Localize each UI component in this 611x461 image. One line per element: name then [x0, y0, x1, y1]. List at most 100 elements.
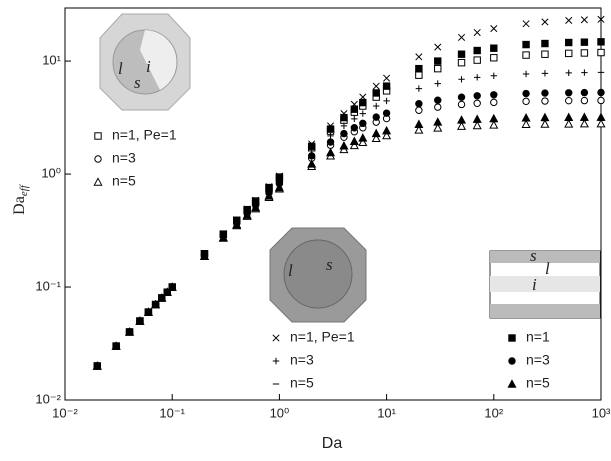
- legend-label: n=3: [112, 150, 136, 166]
- marker: [566, 70, 572, 76]
- marker: [522, 114, 529, 121]
- marker: [351, 116, 357, 122]
- marker: [308, 153, 314, 159]
- marker: [327, 139, 333, 145]
- marker: [360, 120, 366, 126]
- marker: [416, 107, 422, 113]
- marker: [474, 74, 480, 80]
- marker: [308, 143, 314, 149]
- marker: [458, 101, 464, 107]
- marker: [490, 115, 497, 122]
- marker: [474, 100, 480, 106]
- x-tick-label: 10¹: [377, 405, 396, 420]
- marker: [341, 130, 347, 136]
- legend-label: n=1: [526, 329, 550, 345]
- marker: [360, 110, 366, 116]
- marker: [458, 34, 464, 40]
- marker: [327, 149, 334, 156]
- inset-layer: s l i: [490, 246, 600, 318]
- marker: [416, 72, 422, 78]
- marker: [415, 121, 422, 128]
- marker: [383, 75, 389, 81]
- marker: [435, 97, 441, 103]
- legend-label: n=1, Pe=1: [112, 127, 177, 143]
- marker: [523, 90, 529, 96]
- marker: [581, 50, 587, 56]
- marker: [416, 85, 422, 91]
- marker: [542, 90, 548, 96]
- marker: [566, 90, 572, 96]
- legend-marker: [509, 358, 515, 364]
- marker: [581, 69, 587, 75]
- y-axis-label-main: Da: [11, 196, 28, 215]
- marker: [383, 83, 389, 89]
- marker: [373, 130, 380, 137]
- legend-label: n=1, Pe=1: [290, 329, 355, 345]
- legend-label: n=5: [290, 375, 314, 391]
- marker: [598, 89, 604, 95]
- marker: [565, 120, 572, 127]
- marker: [458, 59, 464, 65]
- marker: [373, 83, 379, 89]
- inset-label: l: [545, 259, 550, 278]
- marker: [566, 97, 572, 103]
- marker: [523, 52, 529, 58]
- y-tick-label: 10¹: [42, 53, 61, 68]
- marker: [565, 114, 572, 121]
- legend-marker: [95, 133, 101, 139]
- marker: [351, 106, 357, 112]
- marker: [566, 17, 572, 23]
- legend-label: n=3: [290, 352, 314, 368]
- marker: [416, 54, 422, 60]
- marker: [458, 94, 464, 100]
- marker: [598, 39, 604, 45]
- marker: [373, 90, 379, 96]
- marker: [542, 51, 548, 57]
- y-tick-label: 10⁻²: [35, 391, 61, 406]
- marker: [458, 76, 464, 82]
- marker: [435, 44, 441, 50]
- series: [94, 69, 604, 369]
- marker: [491, 99, 497, 105]
- legend-label: n=5: [526, 375, 550, 391]
- marker: [541, 114, 548, 121]
- marker: [351, 125, 357, 131]
- marker: [490, 121, 497, 128]
- marker: [435, 58, 441, 64]
- inset-label: s: [134, 73, 141, 92]
- marker: [491, 55, 497, 61]
- x-tick-label: 10⁻²: [52, 405, 78, 420]
- legend-marker: [273, 358, 279, 364]
- inset-sphere-packing: l s i: [100, 14, 190, 110]
- marker: [383, 110, 389, 116]
- marker: [581, 89, 587, 95]
- inset-cube-packing: l s: [270, 228, 366, 322]
- x-tick-label: 10⁻¹: [159, 405, 185, 420]
- marker: [541, 120, 548, 127]
- marker: [598, 49, 604, 55]
- marker: [523, 98, 529, 104]
- marker: [383, 98, 389, 104]
- marker: [360, 99, 366, 105]
- legend-marker: [273, 335, 279, 341]
- marker: [566, 39, 572, 45]
- marker: [341, 114, 347, 120]
- marker: [458, 51, 464, 57]
- marker: [473, 115, 480, 122]
- marker: [523, 71, 529, 77]
- marker: [566, 50, 572, 56]
- marker: [523, 41, 529, 47]
- y-tick-label: 10⁰: [41, 165, 61, 180]
- marker: [327, 126, 333, 132]
- legend-label: n=5: [112, 173, 136, 189]
- y-axis-label: Daeff: [11, 183, 30, 215]
- y-axis-label-group: Daeff: [11, 183, 30, 215]
- marker: [491, 25, 497, 31]
- x-tick-label: 10⁰: [270, 405, 290, 420]
- marker: [542, 19, 548, 25]
- marker: [373, 114, 379, 120]
- inset-label: i: [146, 57, 151, 76]
- marker: [542, 98, 548, 104]
- marker: [491, 45, 497, 51]
- marker: [581, 39, 587, 45]
